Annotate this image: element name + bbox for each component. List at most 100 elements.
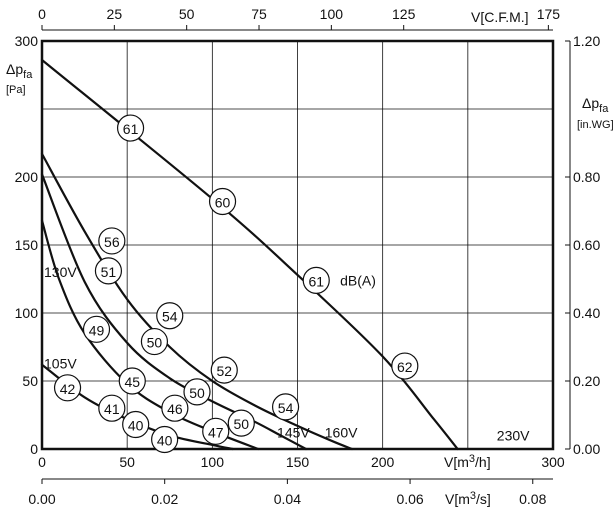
db-marker: 61 (116, 114, 145, 142)
fan-curves (40, 58, 459, 451)
x-bottom-tick-label: 0 (38, 454, 46, 470)
db-marker-value: 54 (162, 309, 178, 325)
db-marker: 40 (122, 410, 150, 439)
y-left-tick-label: 300 (15, 33, 39, 49)
curve-145v-label: 145V (277, 425, 310, 441)
db-marker-circle (82, 315, 111, 343)
x-bottom-tick-label: 200 (371, 454, 395, 470)
db-unit-label: dB(A) (340, 272, 376, 288)
db-marker: 61 (302, 266, 330, 294)
curve-160v-label: 160V (325, 425, 358, 441)
y-left-axis-label: Δpfa (6, 61, 33, 81)
db-marker-circle (116, 114, 145, 142)
db-marker-value: 50 (189, 385, 205, 401)
db-marker-value: 52 (216, 363, 232, 379)
curve-145v (40, 173, 308, 451)
db-marker-value: 56 (104, 234, 120, 250)
x-top-tick-label: 75 (251, 6, 267, 22)
db-marker-value: 60 (215, 194, 231, 210)
db-marker-circle (161, 394, 189, 422)
plot-frame (40, 39, 555, 451)
db-marker-value: 54 (278, 400, 294, 416)
x-bottom-tick-label: 300 (541, 454, 565, 470)
x-bottom-tick-label: 50 (119, 454, 135, 470)
db-marker-circle (391, 352, 419, 380)
curve-105v-label: 105V (44, 355, 77, 371)
db-marker-value: 46 (167, 401, 183, 417)
db-marker: 49 (82, 315, 111, 343)
db-marker-value: 50 (147, 335, 163, 351)
plot-border (40, 39, 555, 451)
x-secondary-tick-label: 0.06 (396, 491, 423, 507)
y-left-tick-label: 0 (30, 441, 38, 457)
curve-160v (40, 152, 354, 451)
y-left-tick-label: 100 (15, 305, 39, 321)
db-marker-circle (53, 374, 82, 402)
x-secondary-tick-label: 0.04 (274, 491, 301, 507)
db-marker-value: 47 (208, 424, 224, 440)
db-marker: 42 (53, 374, 82, 402)
db-marker: 46 (161, 394, 189, 422)
x-secondary-tick-label: 0.08 (519, 491, 546, 507)
x-top-tick-label: 125 (392, 6, 416, 22)
db-marker: 50 (183, 378, 211, 406)
x-top-axis-label: V[C.F.M.] (471, 9, 529, 25)
x-top-tick-label: 50 (179, 6, 195, 22)
y-right-tick-label: 0.00 (573, 441, 600, 457)
y-right-tick-label: 0.20 (573, 373, 600, 389)
noise-annotations: 61 60 61 dB(A) 62 56 51 54 50 52 49 45 50 54 42 41 46 50 4… (53, 114, 419, 454)
curve-230v (40, 58, 459, 451)
db-marker-value: 41 (104, 401, 120, 417)
db-marker: 45 (118, 367, 146, 395)
curve-labels: 230V 160V 145V 130V 105V (44, 264, 530, 443)
db-marker-value: 45 (124, 374, 140, 390)
y-right-tick-label: 0.80 (573, 169, 600, 185)
x-top-tick-label: 100 (320, 6, 344, 22)
db-marker-value: 51 (101, 264, 117, 280)
db-marker: 62 (391, 352, 419, 380)
y-left-axis-unit: [Pa] (6, 84, 26, 96)
db-marker-circle (156, 302, 184, 330)
y-left-tick-label: 50 (22, 373, 38, 389)
db-marker-circle (271, 393, 300, 421)
db-marker-circle (140, 327, 169, 356)
db-marker-circle (98, 394, 126, 422)
db-marker-value: 61 (123, 121, 139, 137)
db-marker: 40 (151, 425, 179, 454)
db-marker: 52 (210, 356, 238, 384)
db-marker: 54 (271, 393, 300, 421)
db-marker-circle (302, 266, 330, 294)
db-marker: 60 (208, 187, 237, 216)
db-marker-value: 40 (157, 432, 173, 448)
y-right-tick-label: 1.20 (573, 33, 600, 49)
x-secondary-tick-label: 0.00 (28, 491, 55, 507)
y-left-tick-label: 150 (15, 237, 39, 253)
db-marker-circle (208, 187, 237, 216)
x-top-tick-label: 0 (38, 6, 46, 22)
db-marker-circle (98, 227, 126, 255)
db-marker-value: 61 (308, 273, 324, 289)
db-marker-value: 50 (234, 416, 250, 432)
curve-230v-label: 230V (497, 427, 530, 443)
db-marker-value: 40 (128, 418, 144, 434)
db-marker: 54 (156, 302, 184, 330)
db-marker-circle (183, 378, 211, 406)
y-right-axis-unit: [in.WG] (577, 119, 613, 131)
x-secondary-tick-label: 0.02 (151, 491, 178, 507)
x-top-tick-label: 175 (537, 6, 561, 22)
y-right-axis-label: Δpfa (582, 95, 609, 115)
db-marker: 50 (140, 327, 169, 356)
db-marker: 47 (202, 417, 230, 445)
curve-130v-label: 130V (44, 264, 77, 280)
db-marker: 50 (227, 409, 255, 437)
y-right-tick-label: 0.40 (573, 305, 600, 321)
x-top-tick-label: 25 (107, 6, 123, 22)
db-marker-value: 62 (397, 359, 413, 375)
axis-ticks: 0 25 50 75 100 125 175 0 50 100 150 200 300 0.00 0.20 0… (15, 6, 601, 507)
x-bottom-tick-label: 150 (286, 454, 310, 470)
db-marker-value: 42 (60, 381, 76, 397)
x-secondary-axis-label: V[m3/s] (445, 490, 491, 507)
db-marker: 51 (94, 257, 123, 285)
db-marker-circle (94, 257, 123, 285)
